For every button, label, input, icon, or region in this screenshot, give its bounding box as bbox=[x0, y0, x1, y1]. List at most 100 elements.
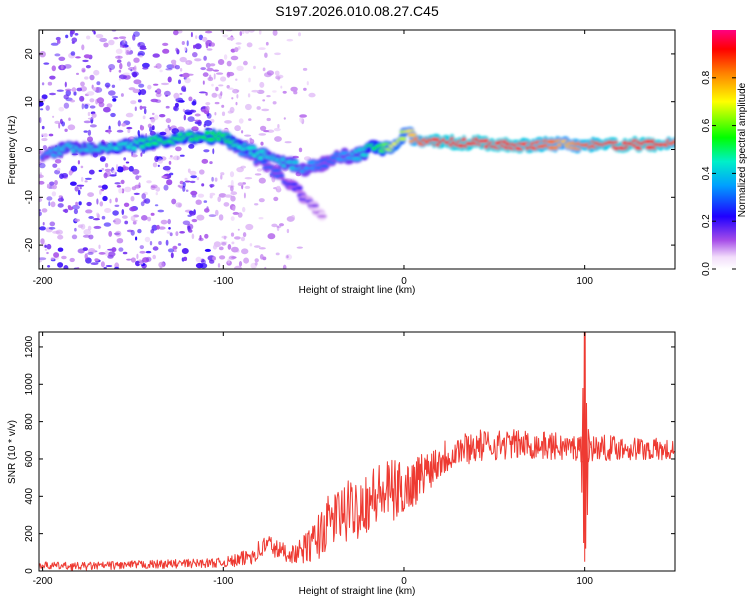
spectrogram-noise-blob bbox=[247, 93, 251, 98]
spectrogram-noise-blob bbox=[259, 81, 265, 88]
snr-x-tick-label: -100 bbox=[213, 576, 233, 587]
spectrogram-noise-blob bbox=[118, 247, 124, 252]
spectrogram-noise-blob bbox=[227, 244, 232, 250]
spectrogram-noise-blob bbox=[221, 242, 227, 246]
spectrogram-noise-blob bbox=[115, 48, 123, 54]
spectrogram-noise-blob bbox=[217, 196, 221, 203]
spectrogram-noise-blob bbox=[116, 59, 122, 63]
spectrogram-main-ridge-core bbox=[291, 160, 299, 165]
spectrogram-noise-blob bbox=[238, 118, 244, 124]
spectrogram-noise-blob bbox=[125, 49, 130, 56]
spectrogram-noise-blob bbox=[156, 88, 162, 95]
spectrogram-noise-blob bbox=[158, 241, 162, 245]
spectrogram-noise-blob bbox=[59, 173, 64, 179]
spectrogram-noise-blob bbox=[236, 94, 239, 99]
spectrogram-noise-blob bbox=[67, 124, 76, 131]
spectrogram-noise-blob bbox=[69, 99, 76, 103]
spectrogram-noise-blob bbox=[136, 253, 139, 260]
spectrogram-noise-blob bbox=[89, 124, 97, 128]
spectrogram-noise-blob bbox=[89, 105, 96, 109]
spectrogram-noise-blob bbox=[199, 263, 208, 269]
spectrogram-noise-blob bbox=[164, 90, 171, 97]
spectrogram-noise-blob bbox=[165, 105, 170, 109]
spectrogram-noise-blob bbox=[218, 214, 224, 221]
spectrogram-noise-blob bbox=[181, 248, 189, 254]
spectrogram-noise-blob bbox=[184, 77, 191, 84]
spectrogram-noise-blob bbox=[126, 229, 133, 233]
spectrogram-noise-blob bbox=[206, 48, 213, 51]
spectrogram-noise-blob bbox=[254, 262, 258, 266]
spectrogram-noise-blob bbox=[227, 258, 231, 264]
spectrogram-noise-blob bbox=[48, 201, 51, 207]
spectrogram-noise-blob bbox=[168, 160, 172, 165]
spectrogram-noise-blob bbox=[168, 227, 171, 230]
spectrogram-noise-blob bbox=[231, 246, 239, 253]
spectrogram-noise-blob bbox=[124, 186, 132, 193]
spectrogram-noise-blob bbox=[227, 37, 235, 41]
snr-plot: -200 -100 0 100 0 200 400 600 800 1000 1200 Heigh… bbox=[7, 331, 676, 597]
spectrogram-x-axis-label: Height of straight line (km) bbox=[299, 285, 416, 296]
spectrogram-noise-blob bbox=[89, 98, 95, 103]
spectrogram-noise-blob bbox=[99, 37, 107, 43]
spectrogram-noise-blob bbox=[63, 265, 69, 269]
spectrogram-noise-blob bbox=[205, 92, 208, 96]
spectrogram-noise-blob bbox=[138, 83, 145, 88]
spectrogram-noise-blob bbox=[243, 257, 250, 264]
spectrogram-noise-blob bbox=[130, 100, 137, 105]
spectrogram-noise-blob bbox=[172, 155, 181, 161]
spectrogram-noise-blob bbox=[57, 262, 64, 268]
spectrogram-noise-blob bbox=[82, 69, 86, 72]
spectrogram-x-tick-label: -100 bbox=[213, 276, 233, 287]
spectrogram-noise-blob bbox=[155, 63, 162, 69]
spectrogram-noise-blob bbox=[57, 203, 64, 208]
spectrogram-noise-blob bbox=[232, 205, 236, 211]
spectrogram-noise-blob bbox=[102, 195, 108, 202]
spectrogram-noise-blob bbox=[121, 188, 125, 194]
spectrogram-noise-blob bbox=[124, 220, 129, 225]
spectrogram-noise-blob bbox=[149, 241, 153, 246]
spectrogram-noise-blob bbox=[133, 57, 140, 63]
spectrogram-noise-blob bbox=[243, 60, 248, 66]
spectrogram-noise-blob bbox=[195, 199, 202, 205]
spectrogram-secondary-ridge-core bbox=[278, 173, 285, 178]
spectrogram-noise-blob bbox=[140, 152, 143, 157]
spectrogram-noise-blob bbox=[212, 244, 218, 250]
spectrogram-noise-blob bbox=[49, 92, 56, 96]
spectrogram-noise-blob bbox=[214, 177, 218, 182]
spectrogram-noise-blob bbox=[182, 85, 186, 88]
spectrogram-noise-blob bbox=[205, 105, 210, 112]
spectrogram-x-tick-label: 0 bbox=[401, 276, 407, 287]
spectrogram-noise-blob bbox=[284, 141, 292, 144]
spectrogram-noise-blob bbox=[158, 261, 165, 268]
spectrogram-noise-blob bbox=[217, 263, 221, 268]
spectrogram-noise-blob bbox=[47, 265, 51, 268]
spectrogram-noise-blob bbox=[133, 79, 142, 85]
spectrogram-noise-blob bbox=[96, 212, 99, 217]
spectrogram-noise-blob bbox=[152, 112, 155, 116]
spectrogram-noise-blob bbox=[167, 218, 171, 225]
spectrogram-noise-blob bbox=[191, 233, 195, 240]
spectrogram-noise-blob bbox=[166, 179, 173, 186]
spectrogram-noise-blob bbox=[223, 54, 228, 60]
spectrogram-noise-blob bbox=[173, 30, 179, 36]
spectrogram-noise-blob bbox=[249, 137, 252, 141]
spectrogram-noise-blob bbox=[108, 128, 111, 135]
spectrogram-noise-blob bbox=[237, 182, 244, 187]
spectrogram-noise-blob bbox=[125, 161, 130, 164]
spectrogram-noise-blob bbox=[130, 215, 136, 221]
spectrogram-noise-blob bbox=[93, 218, 100, 221]
spectrogram-noise-blob bbox=[132, 71, 138, 78]
spectrogram-noise-blob bbox=[218, 193, 227, 198]
spectrogram-noise-blob bbox=[245, 103, 252, 111]
snr-plot-area bbox=[39, 332, 675, 571]
spectrogram-noise-blob bbox=[167, 76, 172, 83]
spectrogram-noise-blob bbox=[119, 41, 123, 48]
spectrogram-noise-blob bbox=[221, 111, 226, 117]
spectrogram-noise-blob bbox=[64, 128, 68, 132]
spectrogram-noise-blob bbox=[266, 129, 275, 133]
spectrogram-noise-blob bbox=[184, 180, 191, 183]
spectrogram-noise-blob bbox=[96, 198, 99, 205]
snr-x-axis-label: Height of straight line (km) bbox=[299, 586, 416, 597]
spectrogram-main-ridge-core bbox=[672, 139, 675, 144]
spectrogram-noise-blob bbox=[160, 219, 168, 225]
